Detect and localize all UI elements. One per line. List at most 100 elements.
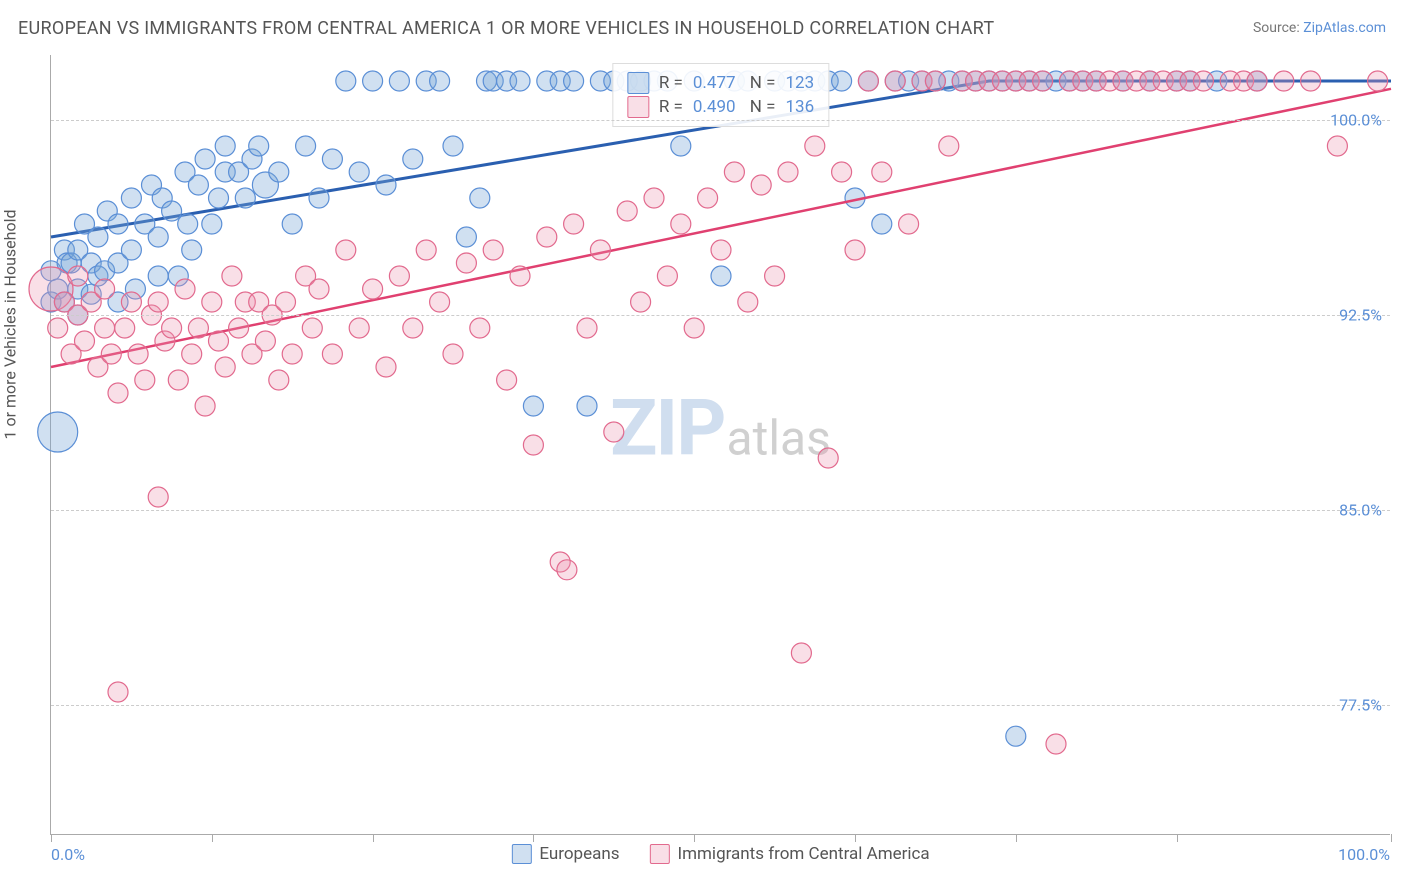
data-point [925,71,945,91]
data-point [711,240,731,260]
data-point [322,344,342,364]
stats-row-1: R = 0.490 N = 136 [627,96,814,118]
data-point [48,318,68,338]
data-point [1301,71,1321,91]
data-point [483,240,503,260]
stats-r-1: 0.490 [693,97,736,117]
data-point [148,227,168,247]
data-point [148,266,168,286]
data-point [376,357,396,377]
legend-label-0: Europeans [539,844,619,864]
stats-r-0: 0.477 [693,73,736,93]
data-point [805,136,825,156]
data-point [309,279,329,299]
data-point [832,71,852,91]
data-point [202,292,222,312]
data-point [510,266,530,286]
data-point [430,71,450,91]
data-point [564,71,584,91]
x-tick [694,834,695,842]
data-point [101,344,121,364]
data-point [751,175,771,195]
gridline-h [51,705,1390,706]
legend: Europeans Immigrants from Central Americ… [511,844,929,864]
stats-r-label: R = [659,73,683,93]
data-point [68,266,88,286]
data-point [832,162,852,182]
x-tick [51,834,52,842]
data-point [617,201,637,221]
stats-box: R = 0.477 N = 123 R = 0.490 N = 136 [612,63,829,127]
y-axis-label: 1 or more Vehicles in Household [1,209,20,439]
data-point [577,396,597,416]
data-point [162,318,182,338]
data-point [389,266,409,286]
data-point [899,214,919,234]
stats-r-label: R = [659,97,683,117]
data-point [235,188,255,208]
data-point [188,175,208,195]
data-point [456,253,476,273]
stats-row-0: R = 0.477 N = 123 [627,72,814,94]
data-point [128,344,148,364]
data-point [121,240,141,260]
data-point [182,344,202,364]
data-point [403,149,423,169]
data-point [178,214,198,234]
gridline-h [51,510,1390,511]
legend-label-1: Immigrants from Central America [677,844,929,864]
data-point [282,344,302,364]
y-tick-label: 92.5% [1339,306,1382,325]
stats-n-label: N = [746,97,776,117]
data-point [88,227,108,247]
data-point [791,643,811,663]
x-tick [373,834,374,842]
data-point [95,279,115,299]
x-tick [533,834,534,842]
data-point [523,435,543,455]
data-point [497,370,517,390]
data-point [1327,136,1347,156]
data-point [296,136,316,156]
data-point [590,240,610,260]
y-tick-label: 77.5% [1339,696,1382,715]
data-point [872,214,892,234]
data-point [376,175,396,195]
data-point [269,162,289,182]
data-point [276,292,296,312]
data-point [168,370,188,390]
data-point [711,266,731,286]
data-point [162,201,182,221]
x-axis-end-label: 100.0% [1338,845,1390,864]
data-point [1274,71,1294,91]
data-point [75,331,95,351]
data-point [577,318,597,338]
data-point [108,682,128,702]
data-point [302,318,322,338]
data-point [38,412,78,452]
plot-area: ZIPatlas R = 0.477 N = 123 R = 0.490 N =… [50,55,1390,835]
data-point [182,240,202,260]
data-point [430,292,450,312]
data-point [282,214,302,234]
data-point [858,71,878,91]
data-point [510,71,530,91]
data-point [95,318,115,338]
data-point [1368,71,1388,91]
x-tick [212,834,213,842]
stats-swatch-1 [627,96,649,118]
data-point [885,71,905,91]
data-point [443,136,463,156]
stats-n-label: N = [746,73,776,93]
stats-n-1: 136 [785,97,814,117]
data-point [229,318,249,338]
data-point [255,331,275,351]
x-tick [1177,834,1178,842]
data-point [1033,71,1053,91]
gridline-h [51,120,1390,121]
source-link[interactable]: ZipAtlas.com [1303,20,1386,36]
data-point [215,136,235,156]
gridline-h [51,315,1390,316]
x-tick [855,834,856,842]
data-point [738,292,758,312]
